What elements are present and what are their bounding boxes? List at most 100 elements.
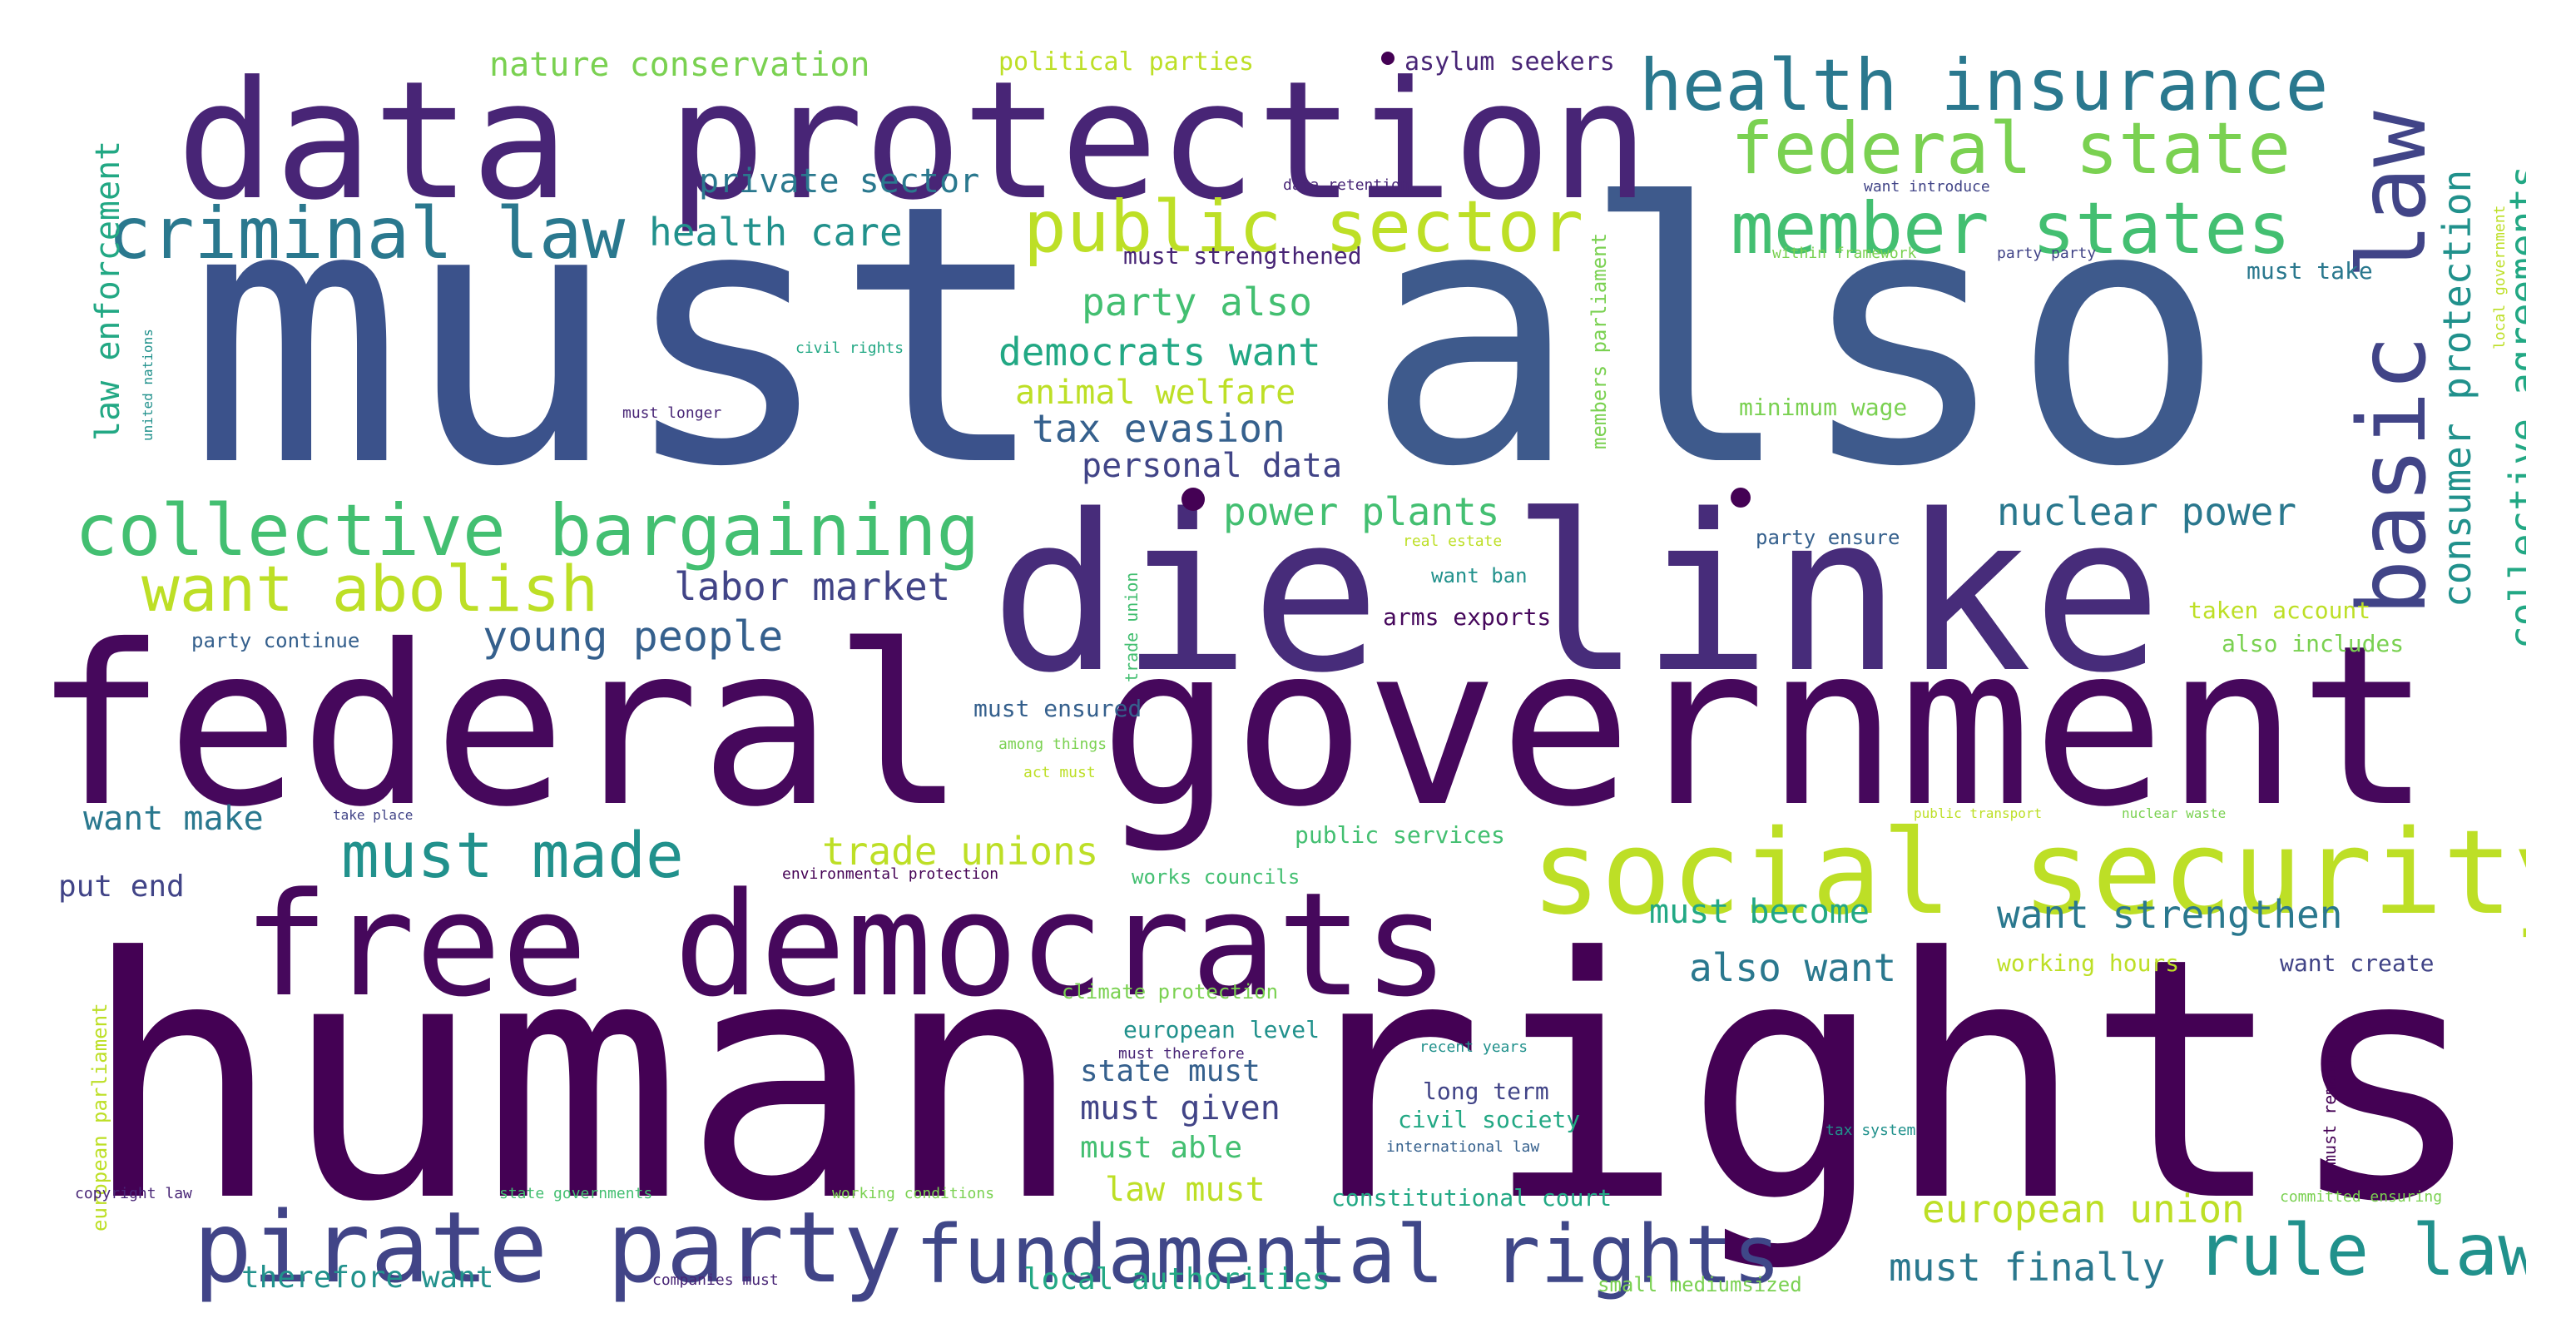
word: power plants xyxy=(1223,489,1500,534)
word: want make xyxy=(83,800,264,838)
dot-mark xyxy=(1731,488,1751,508)
word: free democrats xyxy=(243,861,1449,1028)
word: nuclear waste xyxy=(2122,805,2227,821)
word: must able xyxy=(1080,1131,1243,1165)
word: civil rights xyxy=(795,339,904,357)
word: fundamental rights xyxy=(915,1208,1781,1301)
word: federal government xyxy=(50,597,2432,855)
word: united nations xyxy=(140,329,156,441)
word: must given xyxy=(1080,1089,1281,1127)
word: nuclear power xyxy=(1997,489,2297,534)
word: european union xyxy=(1922,1187,2245,1231)
word: want create xyxy=(2280,949,2435,977)
word: political parties xyxy=(998,47,1255,77)
word: small mediumsized xyxy=(1598,1273,1802,1296)
word: public transport xyxy=(1914,805,2043,821)
word: nature conservation xyxy=(489,46,870,84)
word: members parliament xyxy=(1588,232,1611,449)
word: human rights xyxy=(82,888,2486,1275)
word: party party xyxy=(1997,245,2097,262)
word: rule law xyxy=(2197,1209,2526,1292)
word: criminal law xyxy=(108,192,626,275)
word: must longer xyxy=(622,404,722,422)
word: also xyxy=(1365,129,2227,545)
word: within framework xyxy=(1772,245,1917,262)
word: party also xyxy=(1082,280,1312,325)
word: international law xyxy=(1386,1138,1540,1156)
word: health insurance xyxy=(1639,44,2329,127)
word-cloud-canvas: must also human rights federal governmen… xyxy=(50,33,2526,1306)
word: animal welfare xyxy=(1015,374,1296,412)
word: must made xyxy=(341,818,684,892)
word: local authorities xyxy=(1023,1262,1330,1296)
word: member states xyxy=(1731,187,2291,270)
word: tax evasion xyxy=(1032,406,1286,451)
word: working hours xyxy=(1997,949,2180,977)
word: works councils xyxy=(1132,865,1300,889)
word: young people xyxy=(483,612,784,661)
word: want strengthen xyxy=(1997,892,2343,937)
word: federal state xyxy=(1731,107,2291,191)
word: also includes xyxy=(2222,630,2405,657)
word: recent years xyxy=(1419,1038,1528,1056)
word: civil society xyxy=(1398,1106,1581,1133)
word: party continue xyxy=(191,629,360,652)
word: must become xyxy=(1649,893,1870,931)
word: must ensured xyxy=(973,695,1142,722)
word: copyright law xyxy=(75,1185,192,1202)
word: consumer protection xyxy=(2435,169,2479,607)
word: trade union xyxy=(1122,572,1142,682)
word: must finally xyxy=(1889,1245,2166,1290)
dot-mark xyxy=(1181,488,1205,511)
word: committed ensuring xyxy=(2280,1188,2443,1206)
word: data retention xyxy=(1283,176,1409,194)
word: must strengthened xyxy=(1123,242,1362,270)
word: companies must xyxy=(652,1271,779,1289)
word: tax system xyxy=(1825,1122,1916,1139)
word: die linke xyxy=(990,469,2162,721)
word: must remain xyxy=(2320,1054,2340,1165)
word: act must xyxy=(1023,764,1096,781)
word: want ban xyxy=(1431,564,1528,587)
word: trade unions xyxy=(822,829,1099,874)
word: labor market xyxy=(674,564,951,609)
word: pirate party xyxy=(193,1190,903,1305)
word: law must xyxy=(1105,1171,1266,1209)
word: long term xyxy=(1423,1078,1549,1105)
word: health care xyxy=(649,210,903,255)
word: want introduce xyxy=(1864,178,1990,196)
word: personal data xyxy=(1082,447,1343,485)
word: data protection xyxy=(176,47,1650,236)
word: public sector xyxy=(1023,186,1584,269)
word: law enforcement xyxy=(89,140,127,441)
word: must xyxy=(188,129,1050,545)
word: local government xyxy=(2491,205,2509,349)
word: social security xyxy=(1531,805,2526,941)
word: working conditions xyxy=(832,1185,995,1202)
word: asylum seekers xyxy=(1404,47,1615,77)
word: state governments xyxy=(499,1185,653,1202)
word: therefore want xyxy=(241,1261,494,1295)
word: climate protection xyxy=(1062,980,1279,1004)
word: minimum wage xyxy=(1739,394,1908,421)
word: real estate xyxy=(1403,533,1503,550)
word: must take xyxy=(2247,257,2373,285)
word: public services xyxy=(1295,821,1505,849)
word: state must xyxy=(1080,1054,1261,1088)
word: european level xyxy=(1123,1016,1320,1043)
word: constitutional court xyxy=(1331,1184,1612,1212)
word: basic law xyxy=(2339,111,2447,616)
word: must therefore xyxy=(1118,1045,1245,1063)
word: collective bargaining xyxy=(75,489,980,572)
word: party ensure xyxy=(1756,526,1900,549)
word: put end xyxy=(58,870,185,904)
word: also want xyxy=(1689,945,1897,990)
dot-mark xyxy=(1381,52,1395,65)
word: democrats want xyxy=(998,330,1321,374)
word: arms exports xyxy=(1383,603,1552,631)
word: environmental protection xyxy=(782,865,999,883)
word: want abolish xyxy=(141,552,599,626)
word: take place xyxy=(333,807,414,823)
word: private sector xyxy=(699,162,980,201)
